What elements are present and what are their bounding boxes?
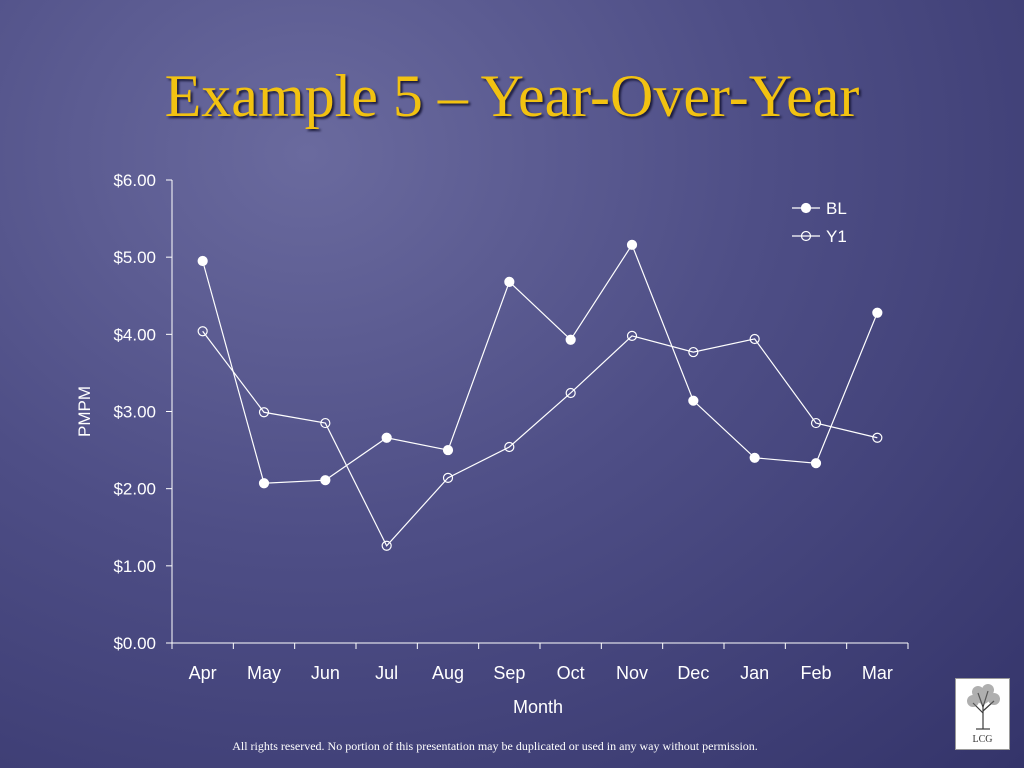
y-axis-title: PMPM [75, 386, 94, 437]
data-point-bl [749, 452, 760, 463]
data-point-y1 [320, 417, 331, 429]
data-point-y1 [872, 432, 883, 443]
copyright-footer: All rights reserved. No portion of this … [232, 739, 758, 753]
data-point-y1 [565, 387, 576, 399]
data-point-y1 [688, 346, 699, 358]
x-axis-title: Month [513, 697, 563, 717]
legend-label-y1: Y1 [826, 227, 847, 246]
data-point-bl [442, 444, 454, 456]
data-point-bl [872, 307, 883, 318]
tree-icon [967, 684, 1000, 730]
data-point-y1 [810, 417, 822, 429]
logo-text: LCG [972, 734, 993, 745]
data-point-bl [810, 458, 822, 469]
x-tick-label: Aug [432, 663, 464, 683]
data-point-bl [565, 334, 576, 345]
data-point-bl [504, 276, 515, 287]
data-point-y1 [626, 330, 638, 341]
x-tick-label: Jul [375, 663, 398, 683]
x-tick-label: May [247, 663, 281, 683]
data-point-bl [197, 255, 208, 267]
data-point-bl [688, 395, 699, 406]
data-point-bl [258, 478, 270, 489]
x-tick-label: Jun [311, 663, 340, 683]
lcg-logo: LCG [955, 678, 1010, 750]
y-tick-label: $0.00 [113, 634, 156, 653]
series-line-bl [202, 243, 878, 484]
slide-title: Example 5 – Year-Over-Year [164, 63, 860, 129]
x-tick-label: Nov [616, 663, 648, 683]
x-tick-label: Feb [800, 663, 831, 683]
data-point-y1 [197, 326, 208, 337]
data-point-bl [626, 239, 638, 250]
x-tick-label: Jan [740, 663, 769, 683]
y-tick-label: $1.00 [113, 557, 156, 576]
y-tick-label: $2.00 [113, 480, 156, 499]
x-tick-label: Sep [493, 663, 525, 683]
y-tick-label: $6.00 [113, 171, 156, 190]
y-tick-label: $3.00 [113, 403, 156, 422]
data-point-y1 [442, 472, 454, 483]
x-tick-label: Oct [557, 663, 585, 683]
data-point-y1 [749, 333, 760, 345]
legend-marker-bl [800, 202, 812, 214]
x-tick-label: Dec [677, 663, 709, 683]
data-point-bl [381, 432, 392, 443]
series-line-y1 [202, 330, 878, 547]
y-tick-label: $4.00 [113, 325, 156, 344]
data-point-bl [320, 475, 331, 486]
x-tick-label: Apr [189, 663, 217, 683]
x-tick-label: Mar [862, 663, 893, 683]
data-point-y1 [258, 407, 270, 418]
data-point-y1 [504, 441, 515, 453]
legend-label-bl: BL [826, 199, 847, 218]
legend-marker-y1 [800, 230, 812, 242]
y-tick-label: $5.00 [113, 248, 156, 267]
data-point-y1 [381, 540, 392, 551]
